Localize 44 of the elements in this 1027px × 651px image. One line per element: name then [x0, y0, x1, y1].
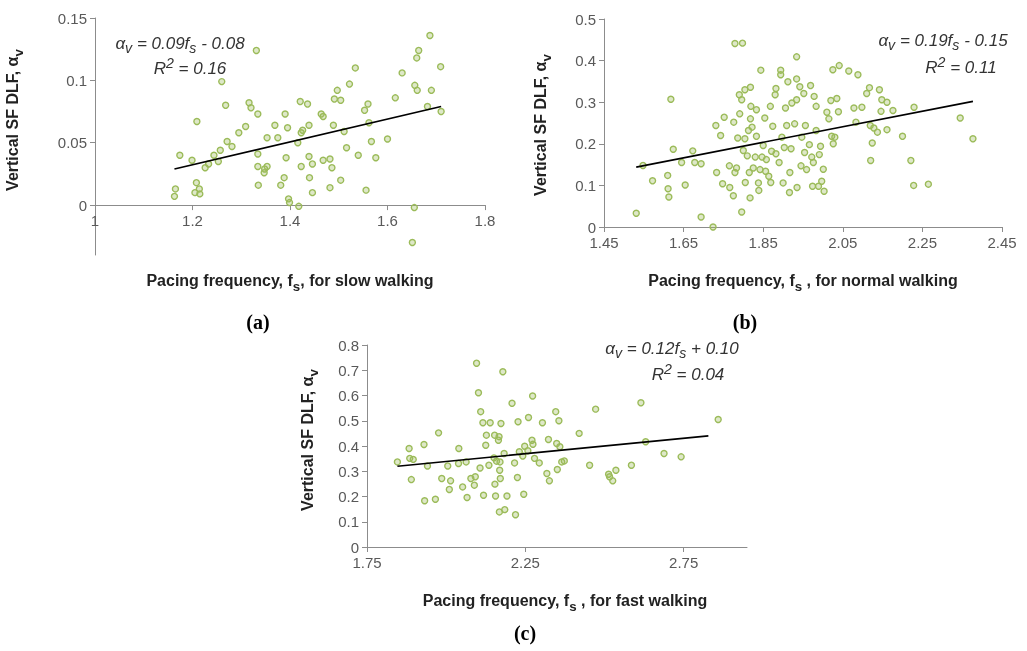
annotation: R$^{2}$ = 0.16	[153, 54, 227, 80]
annotation: α$_{v}$ = 0.19f$_{s}$ - 0.15	[878, 30, 1008, 54]
x-tick-label: 2.25	[907, 234, 937, 251]
y-tick-label: 0.4	[338, 437, 359, 455]
x-tick-label: 2.45	[987, 234, 1017, 251]
y-tick-label: 0.3	[338, 462, 359, 480]
y-tick-label: 0.15	[57, 9, 87, 27]
x-tick-label: 1.75	[352, 554, 382, 571]
x-tick-label: 1.2	[182, 212, 203, 230]
y-tick-label: 0.2	[338, 488, 359, 505]
y-tick-label: 0	[78, 196, 87, 214]
x-tick-label: 2.25	[510, 554, 540, 571]
x-tick-label: 1.45	[589, 234, 619, 251]
x-tick-label: 2.75	[669, 554, 699, 571]
y-tick-label: 0.05	[57, 134, 87, 152]
y-tick-label: 0.3	[575, 93, 596, 111]
y-tick-label: 0	[587, 218, 596, 236]
x-tick-label: 1.8	[474, 212, 496, 230]
y-tick-label: 0.5	[575, 10, 596, 28]
x-axis-title: Pacing frequency, f$_{s}$ , for normal walking	[648, 272, 958, 294]
annotation: α$_{v}$ = 0.12f$_{s}$ + 0.10	[605, 338, 739, 362]
x-axis-title: Pacing frequency, f$_{s}$ , for fast walking	[422, 592, 708, 614]
text: (a)	[246, 310, 270, 334]
text: (b)	[732, 310, 758, 334]
y-tick-label: 0.6	[338, 387, 359, 404]
y-tick-label: 0.5	[338, 412, 359, 430]
y-tick-label: 0.7	[338, 361, 359, 379]
x-tick-label: 1.6	[377, 212, 398, 230]
x-tick-label: 2.05	[828, 234, 858, 251]
x-tick-label: 1.4	[279, 212, 301, 230]
x-tick-label: 1.65	[669, 234, 699, 251]
y-tick-label: 0.2	[575, 135, 596, 153]
y-tick-label: 0.1	[338, 513, 359, 531]
annotation: α$_{v}$ = 0.09f$_{s}$ - 0.08	[115, 33, 245, 57]
text: (c)	[513, 621, 537, 645]
y-tick-label: 0	[350, 538, 359, 556]
annotation: R$^{2}$ = 0.11	[925, 53, 997, 79]
annotation: R$^{2}$ = 0.04	[651, 360, 725, 386]
y-tick-label: 0.4	[575, 52, 596, 70]
x-tick-label: 1.85	[748, 234, 778, 251]
y-tick-label: 0.1	[66, 71, 87, 89]
y-tick-label: 0.1	[575, 176, 596, 194]
y-tick-label: 0.8	[338, 336, 359, 354]
x-axis-title: Pacing frequency, f$_{s}$, for slow walking	[146, 272, 434, 294]
